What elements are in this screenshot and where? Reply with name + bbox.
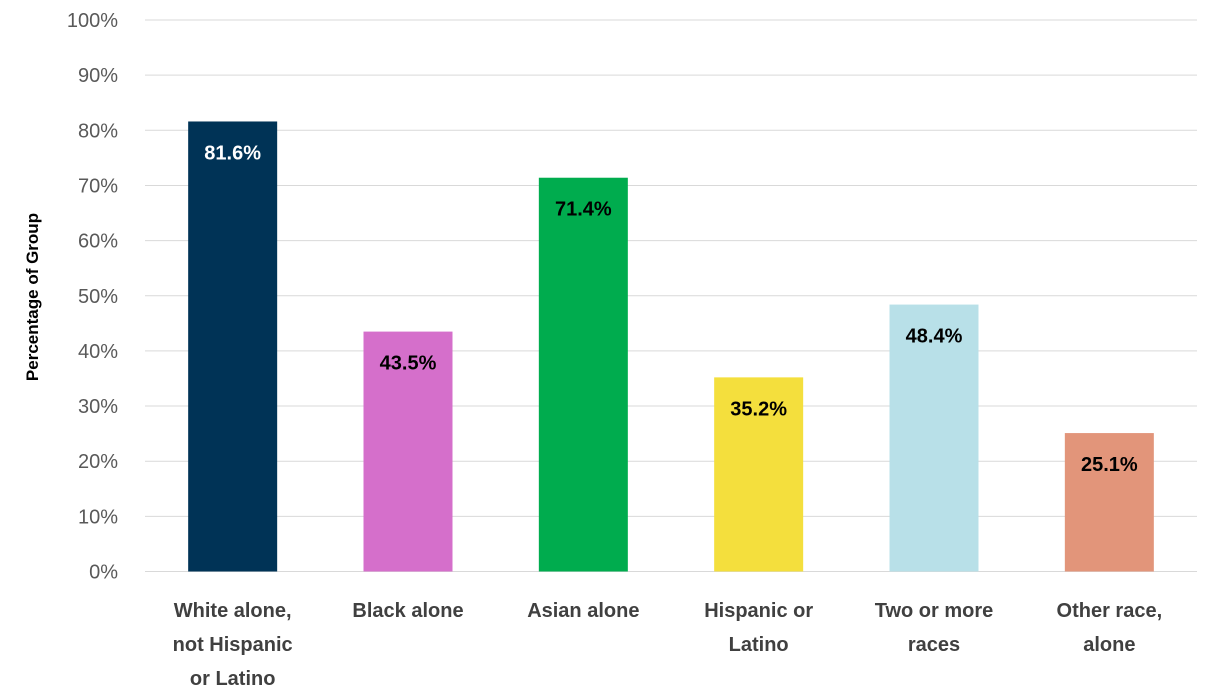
data-label: 35.2% xyxy=(730,398,787,420)
category-label: Asian alone xyxy=(527,600,639,622)
bars xyxy=(188,121,1154,572)
data-label: 43.5% xyxy=(380,353,437,375)
bar xyxy=(538,177,628,572)
category-label: White alone, not Hispanic or Latino xyxy=(173,600,293,690)
bar xyxy=(714,377,804,572)
bar xyxy=(1064,433,1154,572)
y-tick-label: 10% xyxy=(78,506,118,528)
y-tick-label: 60% xyxy=(78,231,118,253)
bar xyxy=(188,121,278,572)
data-label: 48.4% xyxy=(906,326,963,348)
x-axis-categories: White alone, not Hispanic or Latino Black a… xyxy=(173,600,1162,690)
category-label: Hispanic or Latino xyxy=(704,600,813,656)
data-label: 71.4% xyxy=(555,199,612,221)
y-tick-label: 80% xyxy=(78,120,118,142)
y-tick-label: 90% xyxy=(78,65,118,87)
bar xyxy=(363,331,453,572)
y-tick-label: 70% xyxy=(78,175,118,197)
data-label: 25.1% xyxy=(1081,454,1138,476)
y-tick-label: 30% xyxy=(78,396,118,418)
y-tick-label: 100% xyxy=(67,10,118,32)
bar xyxy=(889,304,979,572)
category-label: Other race, alone xyxy=(1057,600,1163,656)
data-labels: 81.6% 43.5% 71.4% 35.2% 48.4% 25.1% xyxy=(204,142,1138,476)
gridlines xyxy=(145,19,1197,572)
y-tick-label: 50% xyxy=(78,286,118,308)
y-tick-label: 0% xyxy=(89,562,118,584)
y-axis-title: Percentage of Group xyxy=(23,213,42,381)
category-label: Two or more races xyxy=(875,600,994,656)
category-label: Black alone xyxy=(352,600,463,622)
y-tick-label: 40% xyxy=(78,341,118,363)
y-tick-label: 20% xyxy=(78,451,118,473)
data-label: 81.6% xyxy=(204,142,261,164)
y-axis-ticks: 0% 10% 20% 30% 40% 50% 60% 70% 80% 90% 100% xyxy=(67,10,118,584)
